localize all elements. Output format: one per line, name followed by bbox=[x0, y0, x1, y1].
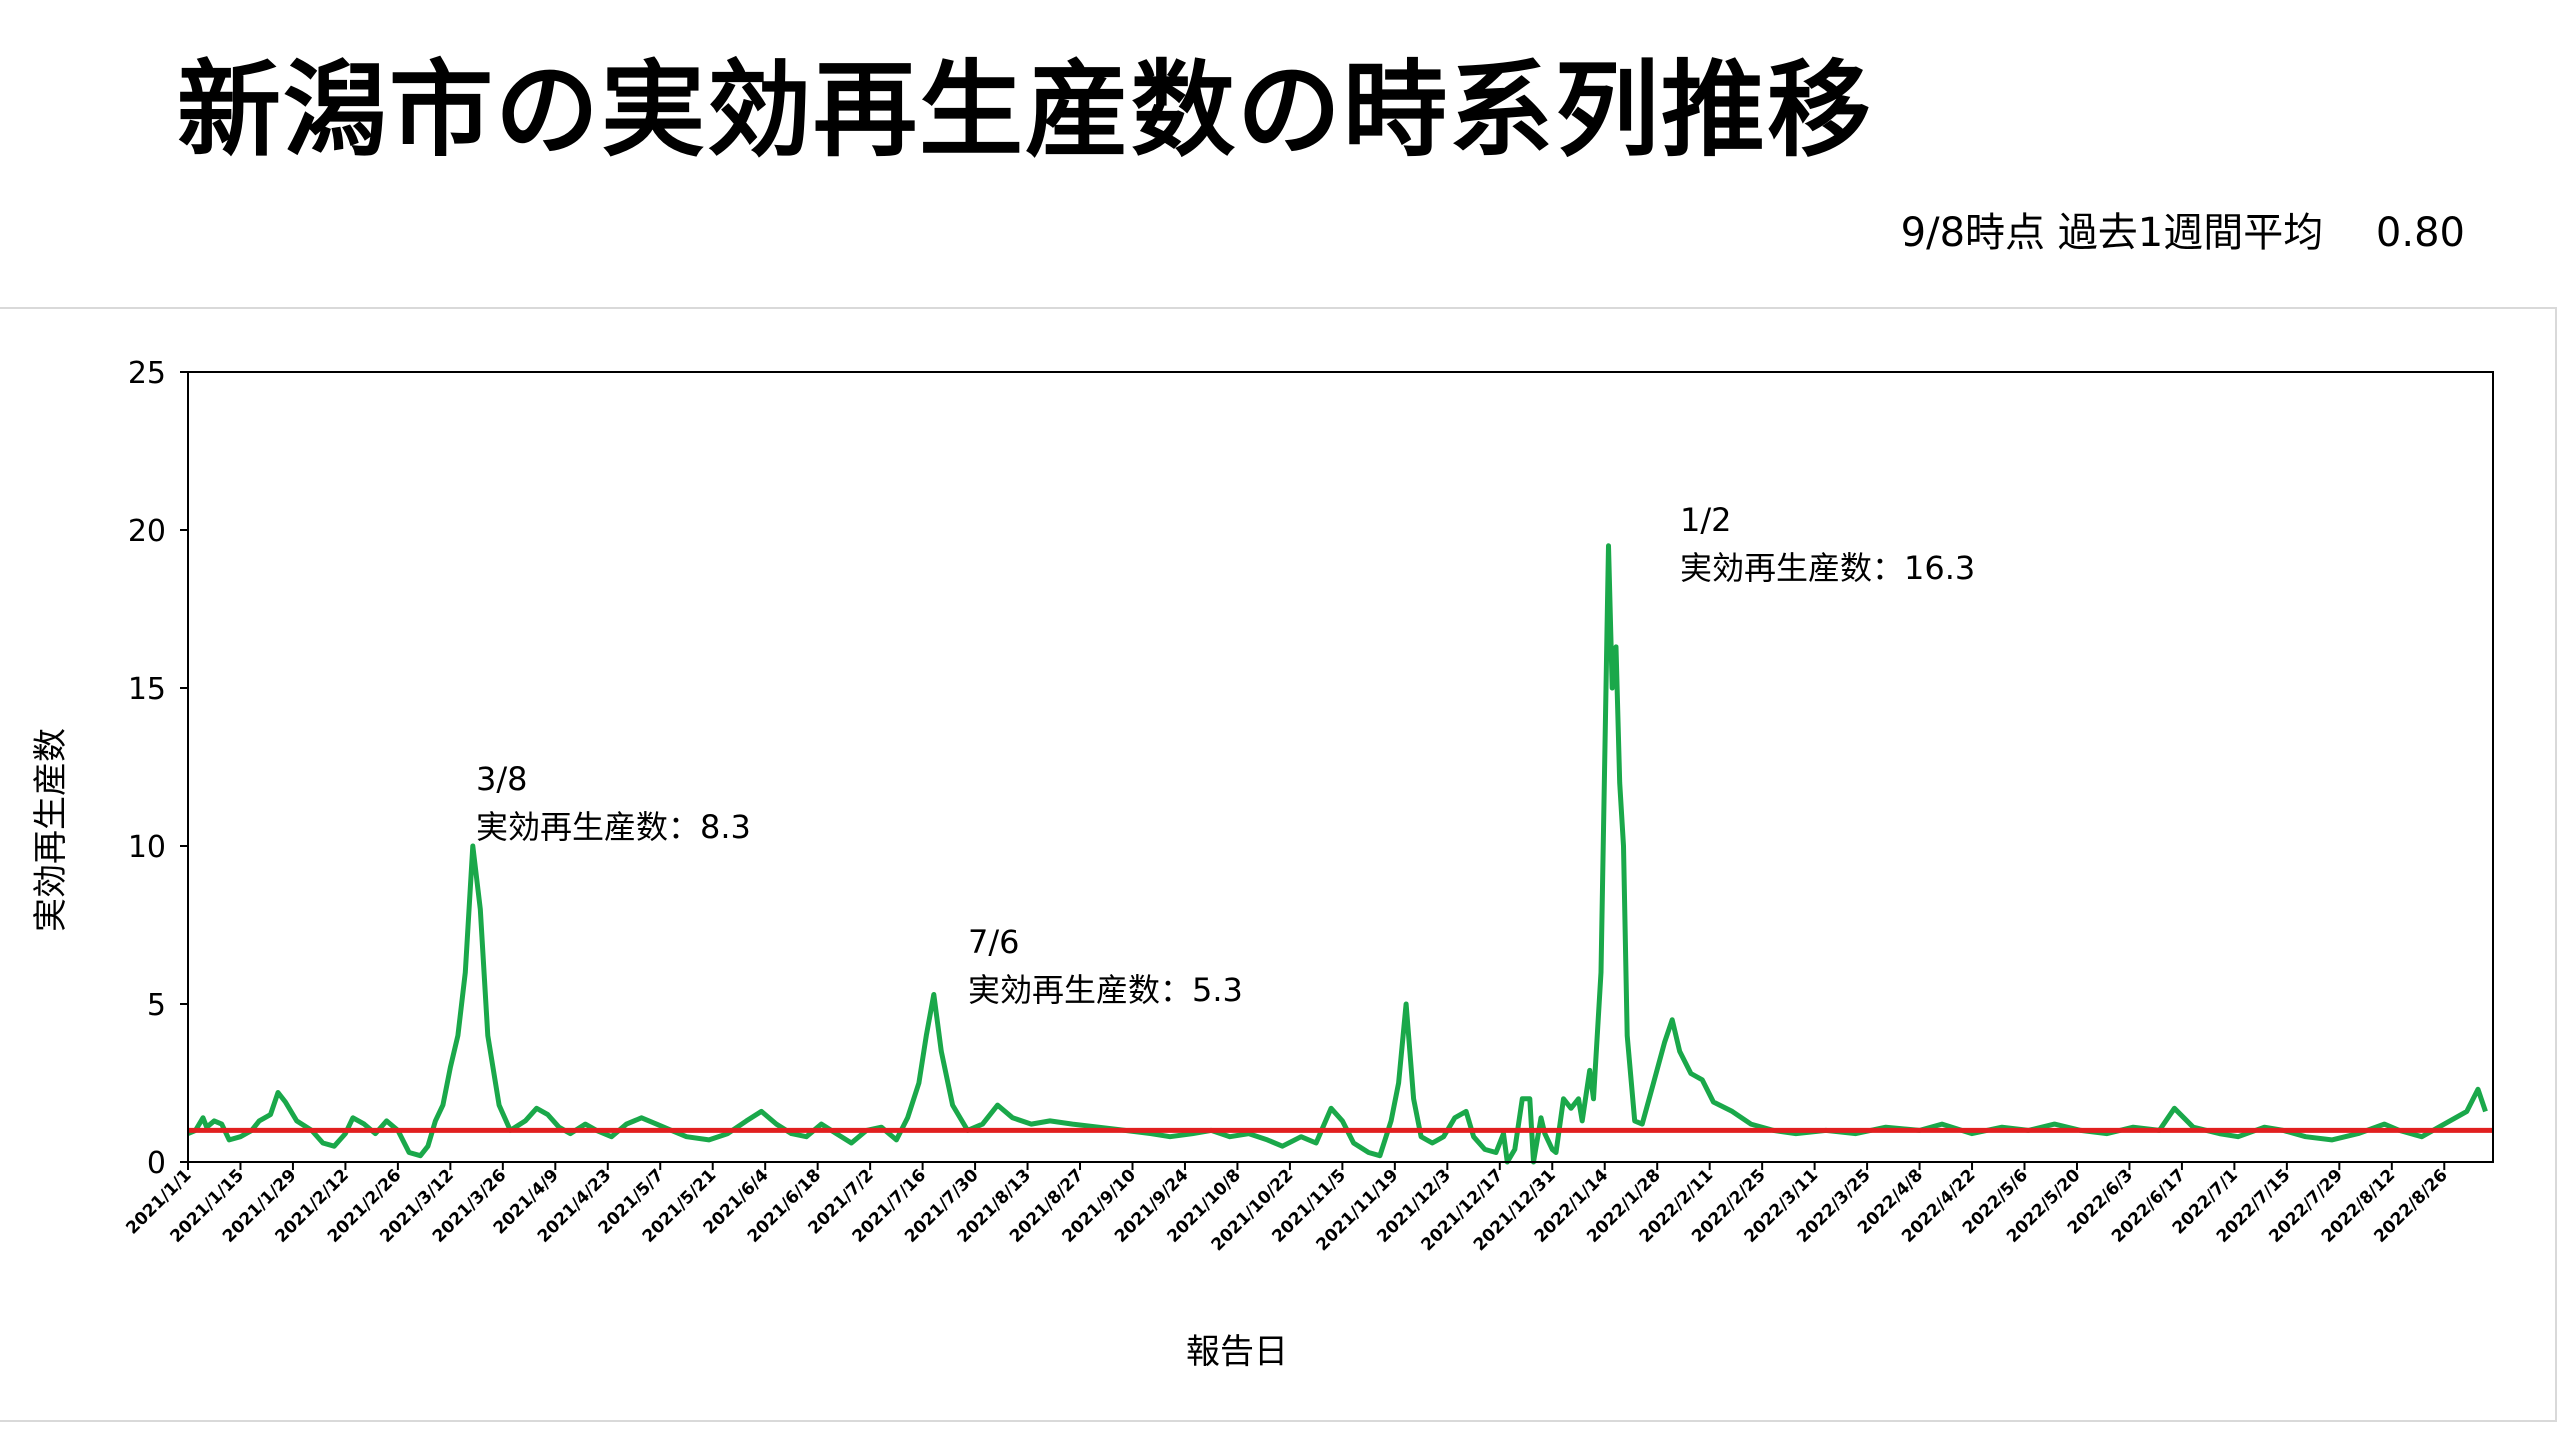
y-tick-label: 15 bbox=[128, 672, 166, 707]
x-axis-label: 報告日 bbox=[1186, 1332, 1288, 1372]
y-tick-label: 20 bbox=[128, 514, 166, 549]
y-tick-label: 0 bbox=[147, 1146, 166, 1181]
series-lines bbox=[187, 543, 2493, 1165]
y-axis-label: 実効再生産数 bbox=[31, 728, 71, 932]
x-axis-ticks: 2021/1/12021/1/152021/1/292021/2/122021/… bbox=[122, 1162, 2452, 1255]
y-axis-ticks: 0 5 10 15 20 25 bbox=[128, 356, 188, 1181]
y-tick-label: 10 bbox=[128, 830, 166, 865]
series-line-reproduction-number bbox=[187, 543, 2488, 1165]
subtitle: 9/8時点 過去1週間平均 0.80 bbox=[1900, 210, 2465, 256]
plot-area bbox=[187, 371, 2494, 1163]
annotation-2-text: 実効再生産数：5.3 bbox=[968, 971, 1243, 1009]
annotation-1-date: 3/8 bbox=[476, 760, 528, 798]
page-title: 新潟市の実効再生産数の時系列推移 bbox=[176, 49, 1873, 171]
annotation-1-text: 実効再生産数：8.3 bbox=[476, 808, 751, 846]
annotation-2-date: 7/6 bbox=[968, 923, 1020, 961]
y-tick-label: 5 bbox=[147, 988, 166, 1023]
y-tick-label: 25 bbox=[128, 356, 166, 391]
annotation-3-date: 1/2 bbox=[1680, 501, 1732, 539]
chart-frame bbox=[0, 307, 2557, 1422]
annotation-3-text: 実効再生産数：16.3 bbox=[1680, 549, 1975, 587]
